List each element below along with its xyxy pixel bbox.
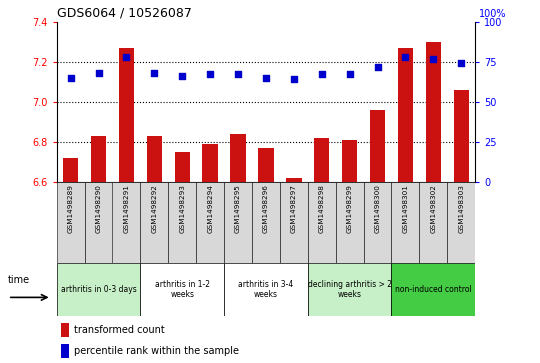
- Bar: [308, 263, 392, 316]
- Point: [457, 60, 465, 66]
- Bar: [280, 182, 308, 263]
- Text: GSM1498299: GSM1498299: [347, 184, 353, 233]
- Point: [429, 56, 437, 61]
- Point: [261, 75, 270, 81]
- Bar: [91, 136, 106, 182]
- Text: GSM1498302: GSM1498302: [430, 184, 436, 233]
- Bar: [140, 263, 224, 316]
- Bar: [224, 263, 308, 316]
- Text: GSM1498301: GSM1498301: [402, 184, 408, 233]
- Bar: [85, 182, 112, 263]
- Bar: [202, 144, 218, 182]
- Bar: [112, 182, 140, 263]
- Point: [66, 75, 75, 81]
- Text: GSM1498291: GSM1498291: [124, 184, 130, 233]
- Point: [94, 70, 103, 76]
- Bar: [447, 182, 475, 263]
- Bar: [342, 140, 357, 182]
- Bar: [231, 134, 246, 182]
- Bar: [57, 182, 85, 263]
- Text: GSM1498298: GSM1498298: [319, 184, 325, 233]
- Bar: [420, 182, 447, 263]
- Point: [346, 72, 354, 77]
- Bar: [454, 90, 469, 182]
- Bar: [286, 178, 301, 182]
- Text: transformed count: transformed count: [75, 325, 165, 335]
- Point: [401, 54, 410, 60]
- Text: arthritis in 3-4
weeks: arthritis in 3-4 weeks: [238, 280, 294, 299]
- Text: GSM1498289: GSM1498289: [68, 184, 73, 233]
- Bar: [308, 182, 336, 263]
- Text: arthritis in 0-3 days: arthritis in 0-3 days: [60, 285, 137, 294]
- Bar: [61, 323, 69, 337]
- Bar: [392, 182, 420, 263]
- Text: GSM1498303: GSM1498303: [458, 184, 464, 233]
- Text: GSM1498292: GSM1498292: [151, 184, 157, 233]
- Bar: [61, 344, 69, 358]
- Text: GSM1498290: GSM1498290: [96, 184, 102, 233]
- Point: [150, 70, 159, 76]
- Text: GSM1498294: GSM1498294: [207, 184, 213, 233]
- Point: [373, 64, 382, 69]
- Bar: [392, 263, 475, 316]
- Point: [178, 73, 187, 79]
- Text: non-induced control: non-induced control: [395, 285, 472, 294]
- Text: percentile rank within the sample: percentile rank within the sample: [75, 346, 239, 356]
- Bar: [252, 182, 280, 263]
- Text: GSM1498296: GSM1498296: [263, 184, 269, 233]
- Text: GSM1498293: GSM1498293: [179, 184, 185, 233]
- Bar: [336, 182, 363, 263]
- Bar: [370, 110, 385, 182]
- Point: [234, 72, 242, 77]
- Text: 100%: 100%: [480, 9, 507, 19]
- Point: [289, 76, 298, 82]
- Bar: [196, 182, 224, 263]
- Bar: [314, 138, 329, 182]
- Bar: [224, 182, 252, 263]
- Bar: [168, 182, 196, 263]
- Text: arthritis in 1-2
weeks: arthritis in 1-2 weeks: [155, 280, 210, 299]
- Bar: [63, 158, 78, 182]
- Bar: [140, 182, 168, 263]
- Bar: [119, 48, 134, 182]
- Text: GDS6064 / 10526087: GDS6064 / 10526087: [57, 6, 192, 19]
- Bar: [57, 263, 140, 316]
- Text: time: time: [8, 276, 30, 285]
- Point: [122, 54, 131, 60]
- Bar: [426, 42, 441, 182]
- Point: [206, 72, 214, 77]
- Bar: [363, 182, 392, 263]
- Bar: [258, 148, 274, 182]
- Point: [318, 72, 326, 77]
- Text: GSM1498300: GSM1498300: [375, 184, 381, 233]
- Bar: [398, 48, 413, 182]
- Bar: [147, 136, 162, 182]
- Text: GSM1498295: GSM1498295: [235, 184, 241, 233]
- Text: GSM1498297: GSM1498297: [291, 184, 297, 233]
- Text: declining arthritis > 2
weeks: declining arthritis > 2 weeks: [308, 280, 392, 299]
- Bar: [174, 152, 190, 182]
